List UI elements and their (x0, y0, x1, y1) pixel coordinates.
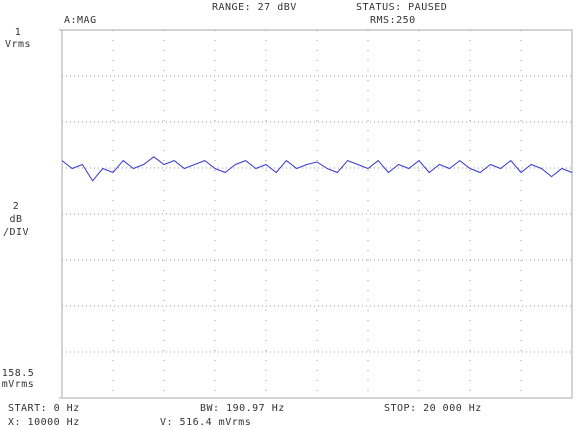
cursor-x: X: 10000 Hz (8, 417, 80, 428)
scale-value: 2 (13, 201, 20, 212)
rms-label: RMS:250 (370, 15, 416, 26)
stop-label: STOP: 20 000 Hz (384, 403, 482, 414)
scale-units: dB (9, 214, 22, 225)
status: STATUS: PAUSED (356, 2, 447, 13)
bw-label: BW: 190.97 Hz (200, 403, 285, 414)
scale-per: /DIV (3, 227, 29, 238)
cursor-y: V: 516.4 mVrms (160, 417, 251, 428)
trace-label: A:MAG (64, 15, 97, 26)
y-unit-top: Vrms (5, 39, 31, 50)
trace (61, 156, 573, 182)
range: RANGE: 27 dBV (212, 2, 297, 13)
start-label: START: 0 Hz (8, 403, 80, 414)
y-tick-label: 158.5 (2, 368, 35, 379)
y-unit-bottom: mVrms (2, 379, 35, 390)
y-tick-label: 1 (15, 27, 22, 38)
